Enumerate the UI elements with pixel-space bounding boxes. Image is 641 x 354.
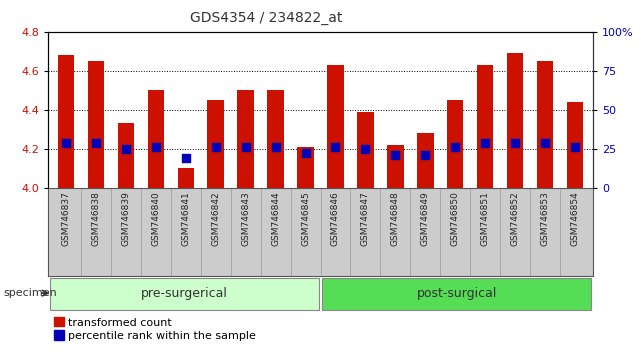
Bar — [537, 61, 553, 188]
Point — [390, 152, 401, 158]
Text: GSM746852: GSM746852 — [511, 191, 520, 246]
Text: GSM746850: GSM746850 — [451, 191, 460, 246]
Bar — [208, 100, 224, 188]
Text: GSM746842: GSM746842 — [212, 191, 221, 246]
Point — [91, 140, 101, 145]
Bar — [357, 112, 374, 188]
Point — [211, 144, 221, 150]
Text: GSM746838: GSM746838 — [92, 191, 101, 246]
Bar — [58, 55, 74, 188]
Text: GSM746853: GSM746853 — [540, 191, 549, 246]
Bar — [328, 65, 344, 188]
Text: GSM746845: GSM746845 — [301, 191, 310, 246]
Bar — [297, 147, 313, 188]
Point — [181, 155, 191, 161]
Point — [450, 144, 460, 150]
Text: specimen: specimen — [3, 288, 57, 298]
Bar — [387, 145, 404, 188]
Text: GSM746849: GSM746849 — [420, 191, 429, 246]
Legend: transformed count, percentile rank within the sample: transformed count, percentile rank withi… — [54, 317, 256, 341]
Text: GSM746846: GSM746846 — [331, 191, 340, 246]
Text: GSM746840: GSM746840 — [151, 191, 160, 246]
Text: GSM746851: GSM746851 — [481, 191, 490, 246]
Point — [301, 150, 311, 155]
Text: GSM746843: GSM746843 — [241, 191, 250, 246]
Text: pre-surgerical: pre-surgerical — [141, 287, 228, 299]
FancyBboxPatch shape — [322, 278, 592, 310]
Text: post-surgical: post-surgical — [417, 287, 497, 299]
Bar — [237, 90, 254, 188]
Bar — [567, 102, 583, 188]
Text: GSM746848: GSM746848 — [391, 191, 400, 246]
Bar — [88, 61, 104, 188]
Bar — [447, 100, 463, 188]
Bar — [118, 123, 134, 188]
Text: GSM746854: GSM746854 — [570, 191, 579, 246]
Point — [480, 140, 490, 145]
Text: GSM746841: GSM746841 — [181, 191, 190, 246]
Point — [510, 140, 520, 145]
FancyBboxPatch shape — [49, 278, 319, 310]
Point — [570, 144, 580, 150]
Text: GSM746839: GSM746839 — [121, 191, 130, 246]
Point — [330, 144, 340, 150]
Bar — [147, 90, 164, 188]
Point — [271, 144, 281, 150]
Text: GDS4354 / 234822_at: GDS4354 / 234822_at — [190, 11, 342, 25]
Point — [240, 144, 251, 150]
Point — [360, 146, 370, 152]
Bar — [507, 53, 523, 188]
Point — [151, 144, 161, 150]
Point — [61, 140, 71, 145]
Point — [540, 140, 550, 145]
Point — [121, 146, 131, 152]
Text: GSM746847: GSM746847 — [361, 191, 370, 246]
Text: GSM746837: GSM746837 — [62, 191, 71, 246]
Bar — [267, 90, 284, 188]
Text: GSM746844: GSM746844 — [271, 191, 280, 246]
Bar — [178, 168, 194, 188]
Bar — [477, 65, 494, 188]
Bar — [417, 133, 433, 188]
Point — [420, 152, 430, 158]
